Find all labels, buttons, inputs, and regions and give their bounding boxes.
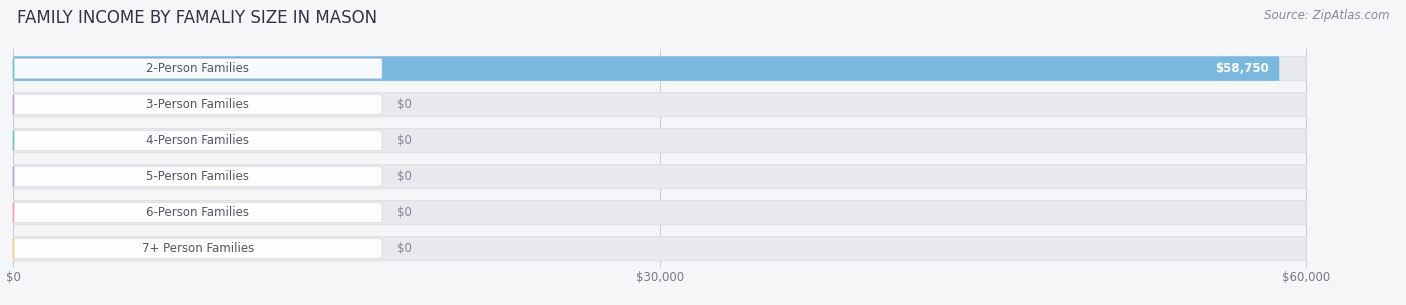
Text: 3-Person Families: 3-Person Families	[146, 98, 249, 111]
Text: $58,750: $58,750	[1215, 62, 1270, 75]
Text: FAMILY INCOME BY FAMALIY SIZE IN MASON: FAMILY INCOME BY FAMALIY SIZE IN MASON	[17, 9, 377, 27]
FancyBboxPatch shape	[14, 56, 1306, 81]
FancyBboxPatch shape	[14, 203, 382, 223]
Text: $0: $0	[398, 242, 412, 255]
Text: 2-Person Families: 2-Person Families	[146, 62, 249, 75]
Text: $0: $0	[398, 170, 412, 183]
FancyBboxPatch shape	[14, 200, 1306, 225]
FancyBboxPatch shape	[14, 59, 382, 79]
FancyBboxPatch shape	[14, 164, 1306, 189]
Text: $0: $0	[398, 98, 412, 111]
Text: 5-Person Families: 5-Person Families	[146, 170, 249, 183]
Text: 4-Person Families: 4-Person Families	[146, 134, 249, 147]
FancyBboxPatch shape	[14, 92, 1306, 117]
FancyBboxPatch shape	[14, 56, 1279, 81]
Text: 6-Person Families: 6-Person Families	[146, 206, 249, 219]
FancyBboxPatch shape	[14, 236, 1306, 261]
FancyBboxPatch shape	[14, 239, 382, 259]
Text: Source: ZipAtlas.com: Source: ZipAtlas.com	[1264, 9, 1389, 22]
FancyBboxPatch shape	[14, 128, 1306, 153]
Text: $0: $0	[398, 206, 412, 219]
FancyBboxPatch shape	[14, 95, 382, 115]
Text: $0: $0	[398, 134, 412, 147]
FancyBboxPatch shape	[14, 167, 382, 187]
FancyBboxPatch shape	[14, 131, 382, 151]
Text: 7+ Person Families: 7+ Person Families	[142, 242, 254, 255]
